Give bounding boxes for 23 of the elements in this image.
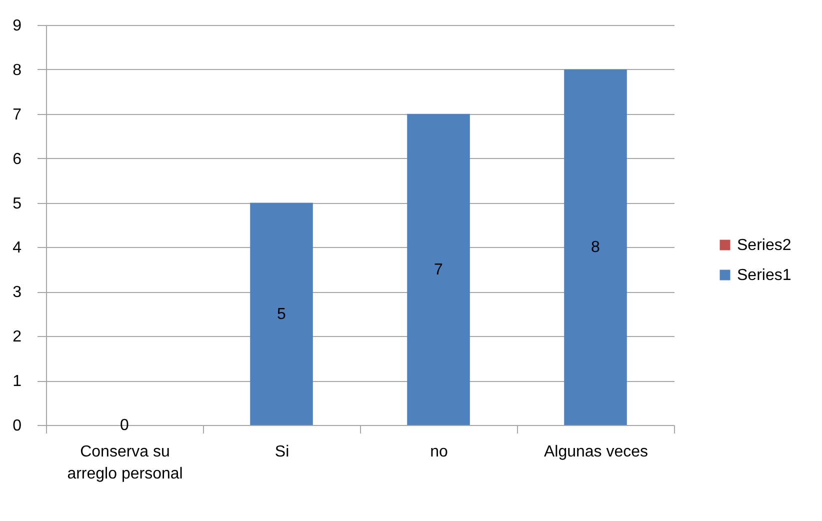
bar: [564, 69, 627, 425]
y-tick-label: 0: [12, 418, 22, 434]
y-tick-label: 9: [12, 18, 22, 34]
y-tick-label: 5: [12, 195, 22, 212]
y-tick-label: 1: [12, 373, 22, 390]
x-tick-label: Si: [274, 444, 290, 460]
legend-label: Series2: [737, 237, 792, 254]
bar: [407, 114, 470, 425]
y-tick-label: 3: [12, 284, 22, 302]
y-tick-label: 4: [12, 240, 22, 257]
y-tick-label: 7: [12, 106, 22, 124]
y-tick-label: 2: [12, 328, 22, 346]
data-label: 5: [277, 306, 286, 323]
y-tick-label: 8: [12, 62, 22, 79]
bar: [250, 202, 313, 425]
x-tick-label: Conserva su arreglo personal: [67, 444, 183, 482]
data-label: 7: [434, 261, 444, 278]
x-tick-label: Algunas veces: [544, 444, 648, 460]
legend-label: Series1: [737, 267, 792, 284]
y-tick-label: 6: [12, 150, 22, 168]
data-label: 8: [591, 239, 600, 256]
data-label: 0: [120, 417, 130, 434]
x-tick-label: no: [430, 444, 448, 460]
